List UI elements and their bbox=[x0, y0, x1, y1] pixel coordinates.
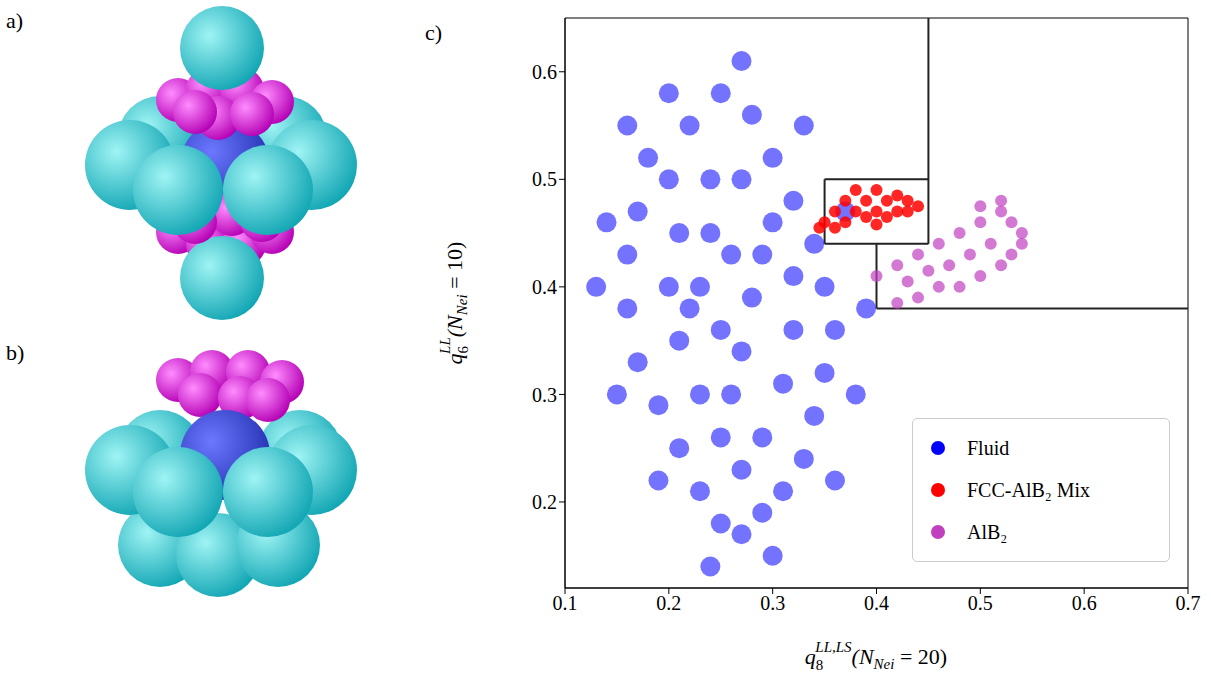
html-text:AlB₂: AlB₂ bbox=[967, 520, 1008, 543]
svg-text:0.3: 0.3 bbox=[760, 592, 785, 614]
svg-text:q8LL,LS(NNei = 20): q8LL,LS(NNei = 20) bbox=[805, 639, 947, 673]
svg-text:0.4: 0.4 bbox=[532, 276, 557, 298]
svg-text:q6LL(NNei = 10): q6LL(NNei = 10) bbox=[437, 242, 471, 365]
svg-text:0.2: 0.2 bbox=[656, 592, 681, 614]
svg-text:0.3: 0.3 bbox=[532, 384, 557, 406]
svg-text:c): c) bbox=[425, 20, 442, 45]
svg-text:0.6: 0.6 bbox=[1072, 592, 1097, 614]
svg-text:0.1: 0.1 bbox=[553, 592, 578, 614]
svg-text:0.4: 0.4 bbox=[864, 592, 889, 614]
svg-text:0.5: 0.5 bbox=[532, 168, 557, 190]
html-text:FCC-AlB₂ Mix: FCC-AlB₂ Mix bbox=[967, 478, 1091, 501]
svg-text:0.2: 0.2 bbox=[532, 491, 557, 513]
svg-text:0.5: 0.5 bbox=[968, 592, 993, 614]
html-text:Fluid: Fluid bbox=[967, 436, 1010, 459]
svg-text:a): a) bbox=[6, 8, 23, 33]
svg-text:0.7: 0.7 bbox=[1176, 592, 1201, 614]
svg-text:0.6: 0.6 bbox=[532, 61, 557, 83]
svg-text:b): b) bbox=[6, 340, 24, 365]
